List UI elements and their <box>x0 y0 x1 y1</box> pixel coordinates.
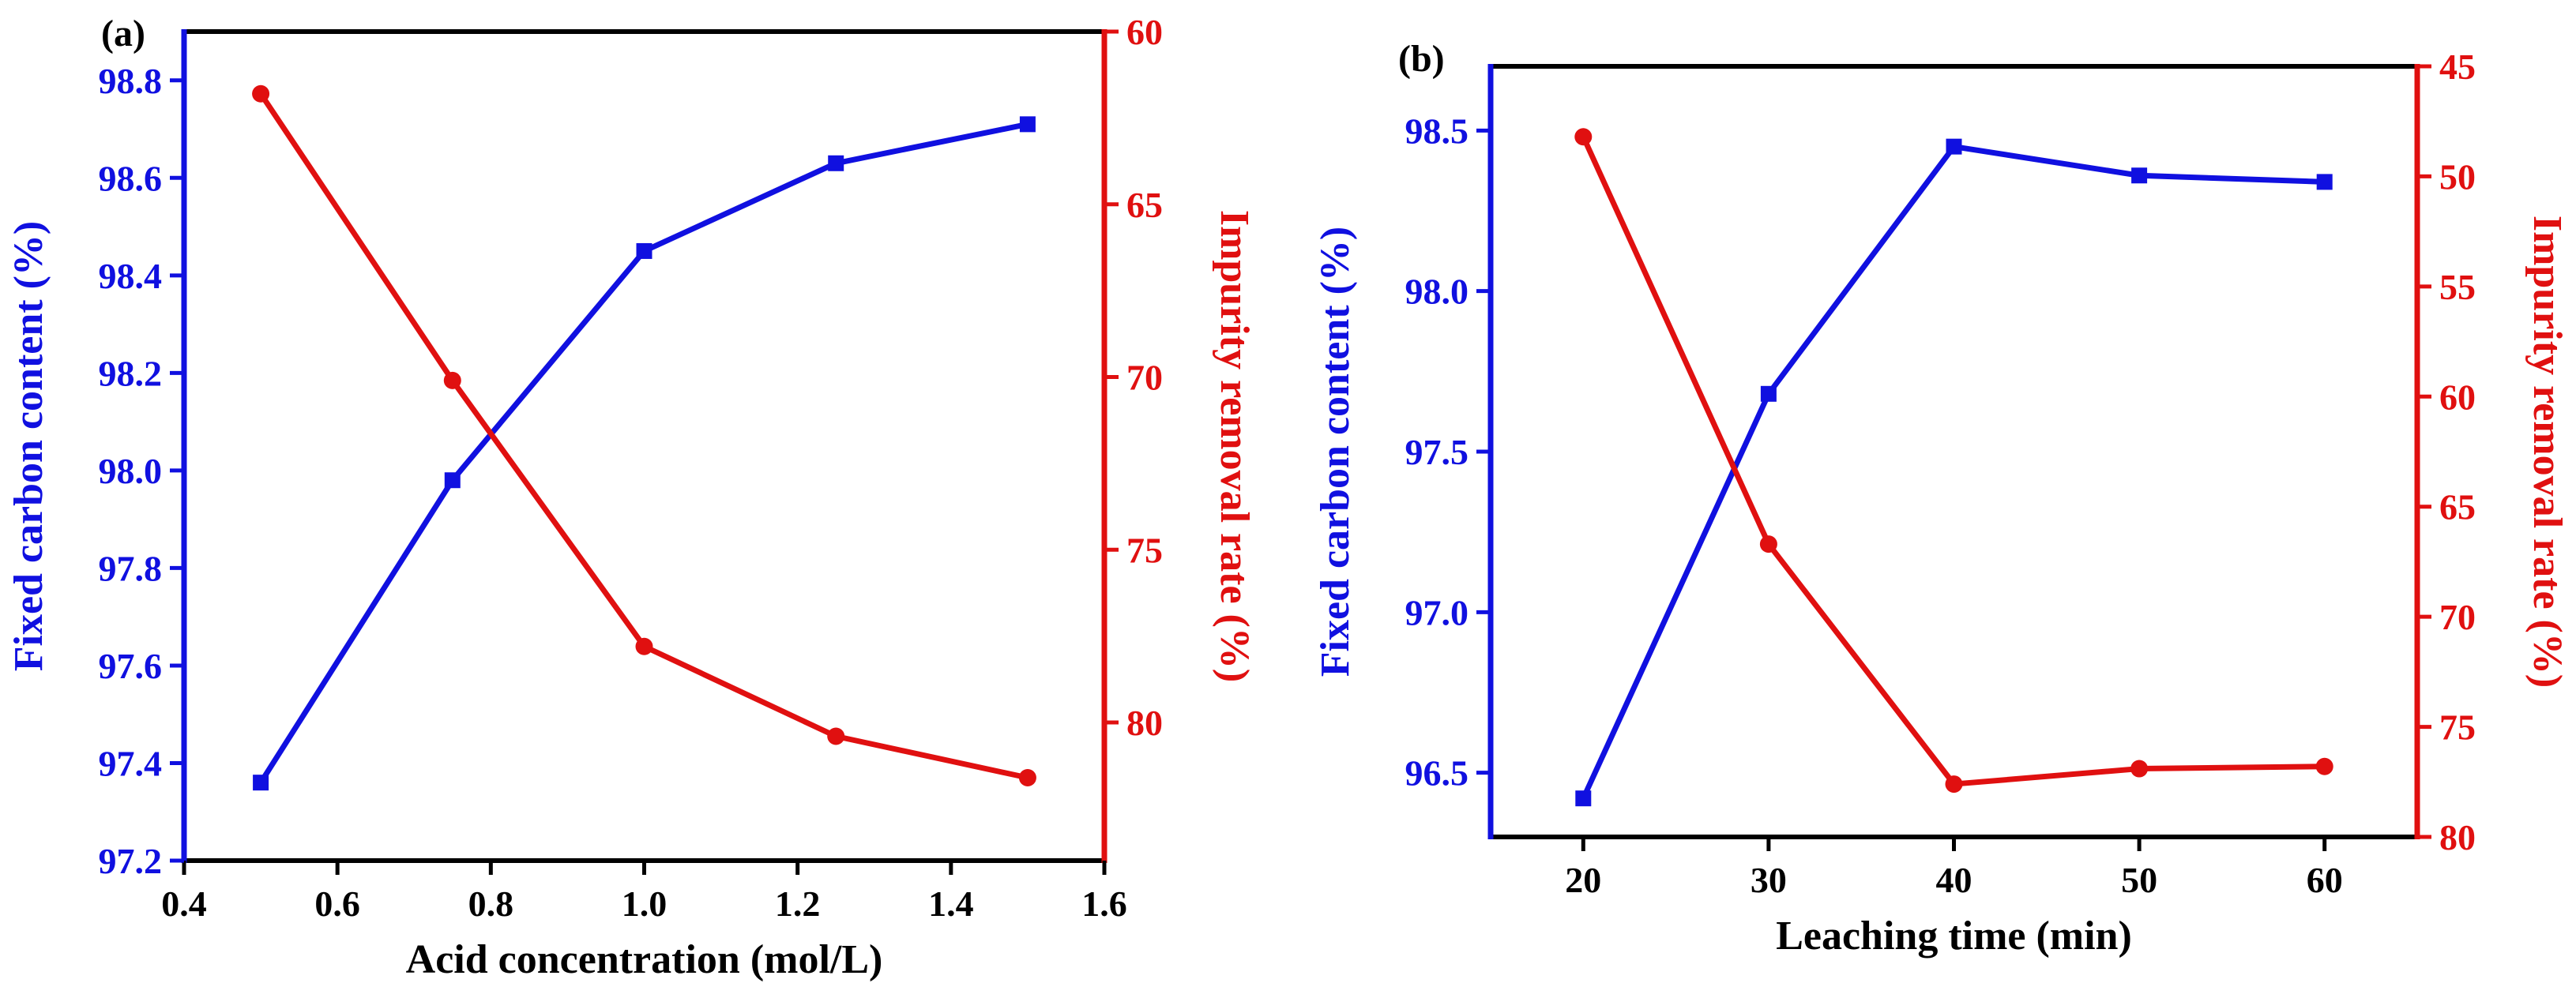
panel-a-impurity-removal-point <box>635 637 653 655</box>
panel-b-fixed-carbon-point <box>1575 790 1592 807</box>
panel-b-right-tick-label: 60 <box>2439 377 2476 417</box>
panel-a-right-tick-label: 75 <box>1126 530 1163 570</box>
panel-a-fixed-carbon-point <box>1019 116 1036 133</box>
panel-b-impurity-removal-point <box>2130 760 2149 778</box>
panel-a-impurity-removal-point <box>252 84 270 103</box>
panel-b-right-tick-label: 80 <box>2439 817 2476 857</box>
panel-a-x-tick-label: 0.4 <box>161 884 207 924</box>
panel-b-x-tick-label: 40 <box>1936 860 1972 900</box>
panel-a-fixed-carbon-line <box>258 121 1029 785</box>
panel-a-x-axis-title: Acid concentration (mol/L) <box>406 937 883 982</box>
panel-b-left-tick-label: 96.5 <box>1405 753 1469 794</box>
panel-b-x-tick-label: 60 <box>2307 860 2343 900</box>
panel-b-x-tick-label: 30 <box>1751 860 1787 900</box>
panel-b-right-tick-label: 45 <box>2439 47 2476 87</box>
panel-a-fixed-carbon-point <box>828 155 844 171</box>
panel-b-impurity-removal-line <box>1581 135 2325 787</box>
panel-b-label: (b) <box>1398 38 1445 80</box>
panel-b-impurity-removal-point <box>1574 128 1593 146</box>
panel-a-left-axis-title: Fixed carbon content (%) <box>6 221 51 671</box>
panel-a-right-tick-label: 65 <box>1126 185 1163 225</box>
panel-a-label: (a) <box>101 13 145 54</box>
panel-b-left-tick-label: 98.0 <box>1405 272 1469 312</box>
panel-b-impurity-removal-point <box>1759 535 1777 553</box>
panel-b-left-tick-label: 98.5 <box>1405 111 1469 151</box>
panel-a-left-tick-label: 97.8 <box>99 548 163 588</box>
panel-b-left-tick-label: 97.5 <box>1405 432 1469 472</box>
panel-b-x-tick-label: 20 <box>1565 860 1601 900</box>
panel-a-left-tick-label: 97.6 <box>99 646 163 686</box>
panel-b-right-tick-label: 70 <box>2439 597 2476 637</box>
panel-b-fixed-carbon-line <box>1581 144 2325 800</box>
panel-a-left-tick-label: 98.8 <box>99 61 163 101</box>
panel-a-x-tick-label: 0.8 <box>468 884 514 924</box>
panel-a-right-axis-title: Impurity removal rate (%) <box>1212 210 1257 682</box>
panel-b-fixed-carbon-point <box>2131 167 2148 184</box>
panel-b-x-tick-label: 50 <box>2121 860 2157 900</box>
panel-b-right-tick-label: 55 <box>2439 267 2476 307</box>
panel-a-left-tick-label: 97.2 <box>99 841 163 881</box>
panel-a-impurity-removal-line <box>258 92 1029 781</box>
panel-a-left-tick-label: 98.2 <box>99 353 163 393</box>
panel-a-impurity-removal-point <box>827 727 845 745</box>
panel-a-fixed-carbon-point <box>444 472 461 489</box>
panel-a-x-tick-label: 1.6 <box>1081 884 1127 924</box>
panel-b-fixed-carbon-point <box>1946 138 1962 155</box>
panel-a-right-tick-label: 70 <box>1126 358 1163 398</box>
panel-a-left-tick-label: 97.4 <box>99 743 163 783</box>
chart-panel-b: (b) Leaching time (min) Fixed carbon con… <box>1313 38 2570 959</box>
panel-a-fixed-carbon-point <box>636 242 652 259</box>
panel-a-right-tick-label: 80 <box>1126 703 1163 743</box>
panel-b-right-axis-title: Impurity removal rate (%) <box>2525 216 2570 688</box>
panel-a-impurity-removal-point <box>1018 769 1036 786</box>
panel-a-left-tick-label: 98.0 <box>99 451 163 491</box>
panel-b-impurity-removal-point <box>1945 775 1963 794</box>
panel-a-x-tick-label: 1.2 <box>775 884 821 924</box>
panel-b-fixed-carbon-point <box>2316 174 2333 190</box>
panel-b-right-tick-label: 65 <box>2439 487 2476 527</box>
panel-a-x-tick-label: 1.4 <box>928 884 974 924</box>
panel-a-impurity-removal-point <box>443 371 461 389</box>
panel-b-right-tick-label: 75 <box>2439 707 2476 748</box>
panel-a-x-tick-label: 1.0 <box>622 884 668 924</box>
panel-a-fixed-carbon-point <box>253 775 269 791</box>
panel-a-x-tick-label: 0.6 <box>314 884 360 924</box>
panel-a-right-tick-label: 60 <box>1126 12 1163 52</box>
panel-b-left-tick-label: 97.0 <box>1405 592 1469 632</box>
panel-a-left-tick-label: 98.4 <box>99 256 163 296</box>
panel-b-right-tick-label: 50 <box>2439 156 2476 197</box>
chart-panel-a: (a) Acid concentration (mol/L) Fixed car… <box>6 12 1257 982</box>
panel-b-fixed-carbon-point <box>1760 385 1777 402</box>
panel-b-left-axis-title: Fixed carbon content (%) <box>1313 227 1358 677</box>
panel-b-x-axis-title: Leaching time (min) <box>1776 914 2132 959</box>
panel-b-impurity-removal-point <box>2315 757 2333 775</box>
panel-a-left-tick-label: 98.6 <box>99 158 163 198</box>
